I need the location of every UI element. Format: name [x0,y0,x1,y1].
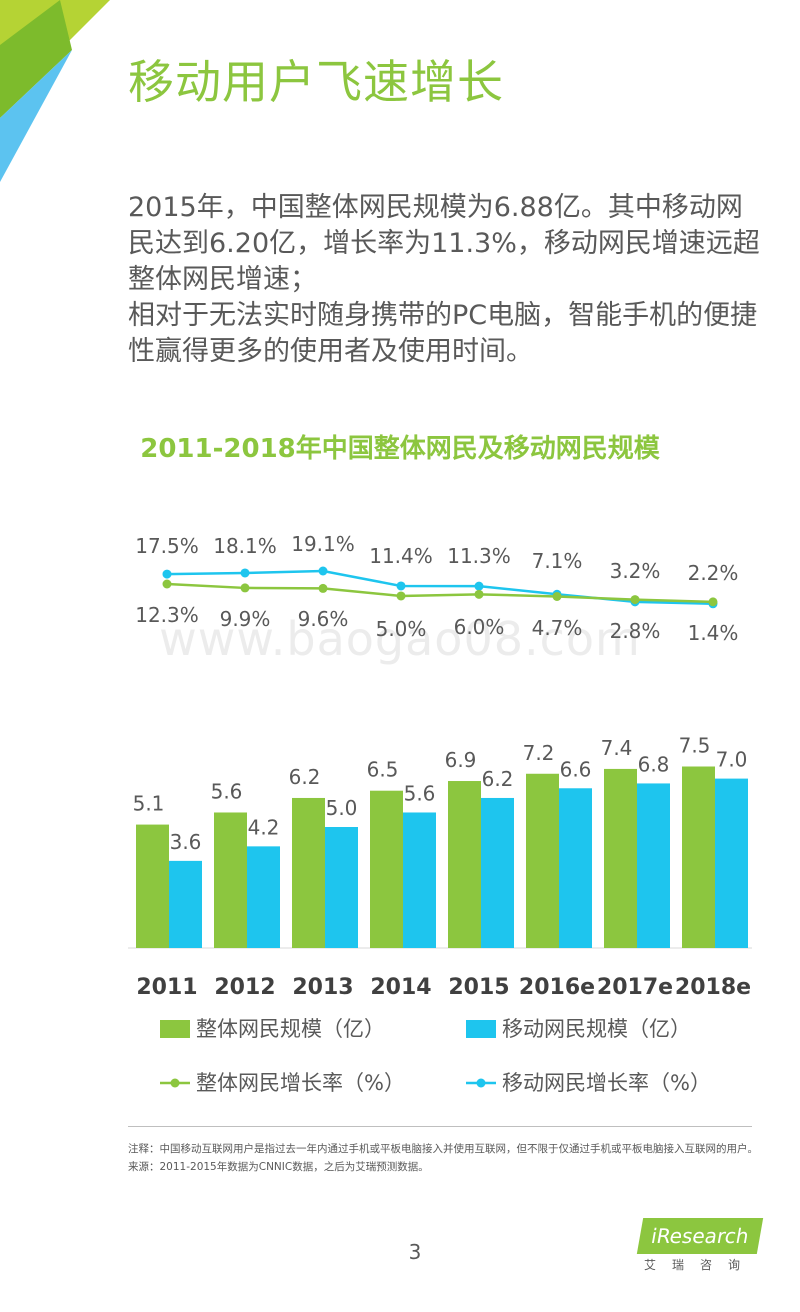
label-mobile-2017e: 6.8 [638,752,670,776]
footnote-note: 注释：中国移动互联网用户是指过去一年内通过手机或平板电脑接入并使用互联网，但不限… [128,1143,758,1155]
point-total-growth-2018e [708,597,718,607]
label-total-growth-2014: 5.0% [376,617,427,641]
legend-swatch-total-size [160,1020,190,1038]
bar-total-2016e [526,773,559,948]
legend-label-mobile-size: 移动网民规模（亿） [502,1017,691,1041]
logo-subtext: 艾瑞咨询 [644,1258,757,1272]
label-total-2017e: 7.4 [601,736,633,760]
label-mobile-2015: 6.2 [482,767,514,791]
bar-mobile-2016e [559,788,592,948]
legend-line-mobile-growth [466,1078,496,1088]
label-mobile-2012: 4.2 [248,815,280,839]
x-tick-2013: 2013 [292,975,353,1000]
label-mobile-growth-2018e: 2.2% [688,561,739,585]
corner-dark-green-shape [0,0,72,118]
body-text: 2015年，中国整体网民规模为6.88亿。其中移动网民达到6.20亿，增长率为1… [128,190,768,370]
legend-label-total-size: 整体网民规模（亿） [196,1017,385,1041]
label-mobile-2013: 5.0 [326,796,358,820]
x-tick-2018e: 2018e [675,975,751,1000]
label-mobile-2016e: 6.6 [560,757,592,781]
legend-swatch-mobile-size [466,1020,496,1038]
label-total-2011: 5.1 [133,792,165,816]
bar-mobile-2014 [403,812,436,948]
x-tick-2014: 2014 [370,975,431,1000]
watermark: www.baogao08.com [159,612,641,666]
label-total-growth-2012: 9.9% [220,607,271,631]
legend-line-total-growth [160,1078,190,1088]
bar-total-2018e [682,766,715,948]
label-mobile-growth-2016e: 7.1% [532,549,583,573]
label-mobile-2018e: 7.0 [716,748,748,772]
point-total-growth-2016e [552,591,562,601]
label-total-growth-2011: 12.3% [135,603,199,627]
x-tick-2017e: 2017e [597,975,673,1000]
footnote: 注释：中国移动互联网用户是指过去一年内通过手机或平板电脑接入并使用互联网，但不限… [128,1140,758,1176]
bar-total-2014 [370,790,403,948]
bar-mobile-2012 [247,846,280,948]
label-total-growth-2018e: 1.4% [688,621,739,645]
chart: 5.13.620115.64.220126.25.020136.55.62014… [128,532,752,1000]
legend-label-mobile-growth: 移动网民增长率（%） [502,1071,711,1095]
x-tick-2015: 2015 [448,975,509,1000]
page-number: 3 [408,1240,422,1264]
corner-blue-shape [0,50,72,182]
bar-total-2011 [136,824,169,948]
bar-mobile-2017e [637,783,670,948]
point-total-growth-2012 [240,583,250,593]
x-tick-2011: 2011 [136,975,197,1000]
chart-title: 2011-2018年中国整体网民及移动网民规模 [140,434,660,464]
point-mobile-growth-2011 [162,569,172,579]
point-mobile-growth-2013 [318,566,328,576]
label-total-growth-2017e: 2.8% [610,619,661,643]
bar-mobile-2018e [715,778,748,948]
point-mobile-growth-2015 [474,581,484,591]
label-total-growth-2016e: 4.7% [532,616,583,640]
label-mobile-2011: 3.6 [170,830,202,854]
page-title: 移动用户飞速增长 [128,55,504,109]
label-total-2018e: 7.5 [679,734,711,758]
footnote-source: 来源：2011-2015年数据为CNNIC数据，之后为艾瑞预测数据。 [128,1161,429,1173]
point-total-growth-2013 [318,583,328,593]
label-total-growth-2013: 9.6% [298,607,349,631]
label-total-2013: 6.2 [289,765,321,789]
label-mobile-2014: 5.6 [404,781,436,805]
footnote-divider [128,1126,752,1127]
point-total-growth-2014 [396,591,406,601]
bar-total-2013 [292,797,325,948]
label-total-2016e: 7.2 [523,741,555,765]
line-total-growth [166,582,714,604]
label-mobile-growth-2012: 18.1% [213,534,277,558]
label-total-2015: 6.9 [445,748,477,772]
point-mobile-growth-2012 [240,568,250,578]
label-mobile-growth-2011: 17.5% [135,534,199,558]
point-total-growth-2015 [474,589,484,599]
bar-total-2017e [604,768,637,948]
line-mobile-growth [166,569,714,606]
bar-total-2012 [214,812,247,948]
label-total-2012: 5.6 [211,779,243,803]
label-total-2014: 6.5 [367,758,399,782]
point-mobile-growth-2014 [396,581,406,591]
body-paragraph-2: 相对于无法实时随身携带的PC电脑，智能手机的便捷性赢得更多的使用者及使用时间。 [128,300,758,367]
label-mobile-growth-2015: 11.3% [447,544,511,568]
bar-mobile-2015 [481,797,514,948]
logo-wordmark: iResearch [636,1218,764,1254]
body-paragraph-1: 2015年，中国整体网民规模为6.88亿。其中移动网民达到6.20亿，增长率为1… [128,192,760,295]
bar-total-2015 [448,781,481,948]
legend-label-total-growth: 整体网民增长率（%） [196,1071,405,1095]
point-total-growth-2017e [630,595,640,605]
bar-mobile-2011 [169,860,202,948]
label-mobile-growth-2017e: 3.2% [610,559,661,583]
point-total-growth-2011 [162,579,172,589]
label-mobile-growth-2014: 11.4% [369,544,433,568]
bar-mobile-2013 [325,827,358,948]
corner-decoration [0,0,110,182]
label-mobile-growth-2013: 19.1% [291,532,355,556]
x-tick-2016e: 2016e [519,975,595,1000]
label-total-growth-2015: 6.0% [454,615,505,639]
x-tick-2012: 2012 [214,975,275,1000]
iresearch-logo: iResearch 艾瑞咨询 [636,1216,764,1276]
